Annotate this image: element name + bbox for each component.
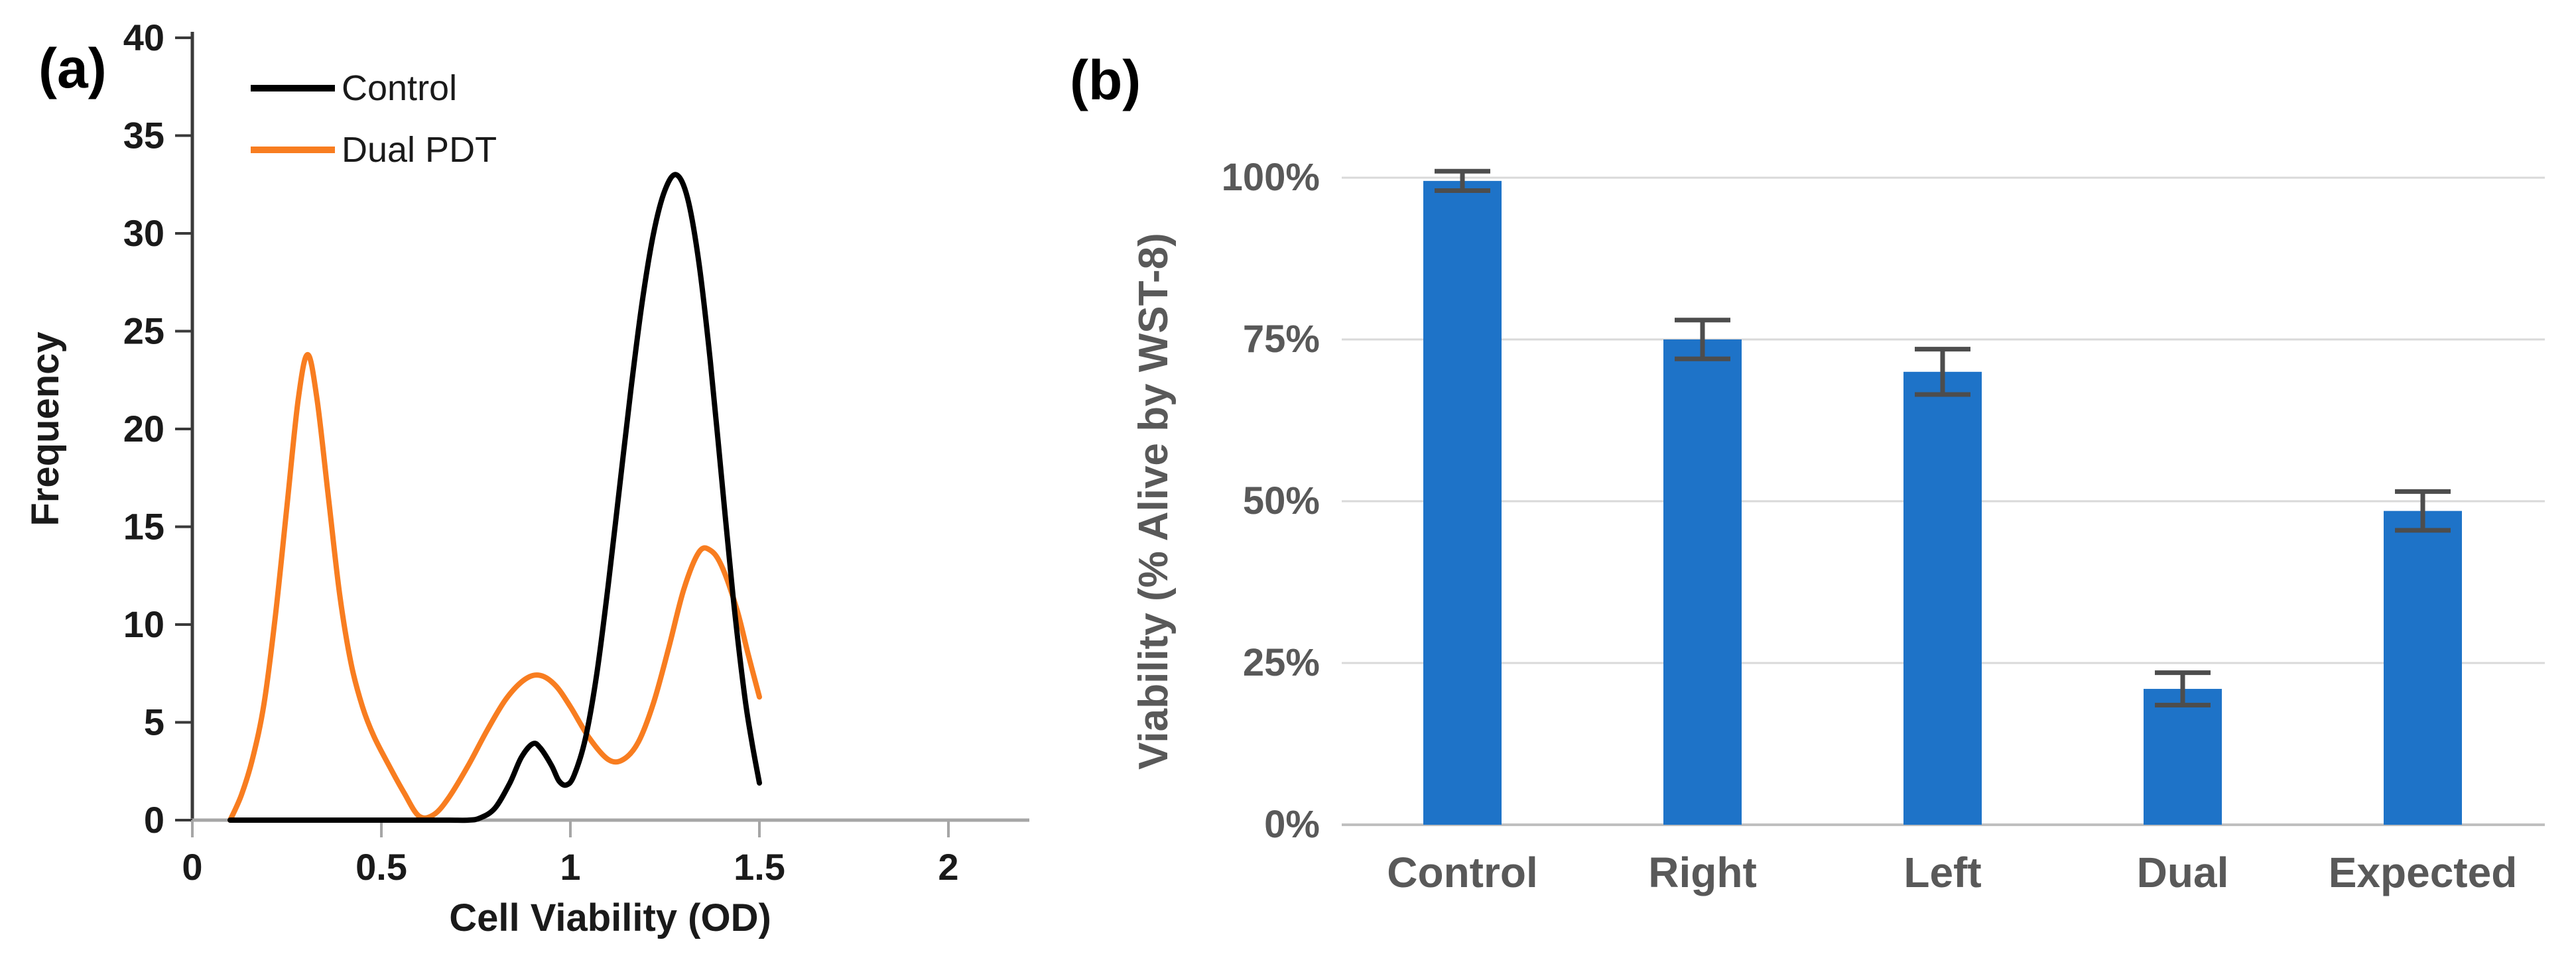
panel-a-y-axis-title: Frequency: [24, 331, 67, 526]
panel-b-labels: 0% 25% 50% 75% 100% Control Right Left Dual Expec…: [1222, 156, 2518, 896]
panel-b-y-tick-label: 50%: [1243, 479, 1320, 522]
panel-b-y-tick-label: 25%: [1243, 641, 1320, 684]
panel-b-category-label-right: Right: [1648, 849, 1757, 896]
panel-a-y-tick-label: 10: [123, 603, 164, 645]
panel-a-y-tick-label: 0: [144, 799, 164, 841]
bar-left: [1903, 371, 1982, 825]
panel-a-y-tick-label: 30: [123, 212, 164, 254]
panel-a-y-tick-label: 15: [123, 506, 164, 548]
legend-label-dual-pdt: Dual PDT: [342, 130, 497, 170]
panel-a-x-tick-label: 1.5: [734, 846, 785, 888]
panel-a-axes: 0 5 10 15 20 25 30 35 40 0 0.5 1 1.5 2: [123, 17, 1029, 888]
panel-a-y-tick-label: 35: [123, 115, 164, 156]
panel-a-y-tick-label: 5: [144, 701, 164, 743]
bar-right: [1663, 339, 1742, 825]
panel-b-y-axis-title: Viability (% Alive by WST-8): [1131, 233, 1177, 770]
panel-b-bars: [1423, 168, 2462, 825]
panel-a-legend: Control Dual PDT: [251, 68, 497, 170]
panel-a-y-tick-label: 20: [123, 408, 164, 450]
bar-expected: [2384, 511, 2462, 825]
panel-a-x-axis-title: Cell Viability (OD): [449, 896, 771, 939]
bar-dual: [2144, 689, 2222, 825]
panel-a-y-tick-label: 25: [123, 310, 164, 352]
panel-b-category-label-dual: Dual: [2137, 849, 2229, 896]
panel-a-label: (a): [38, 37, 107, 99]
panel-a: 0 5 10 15 20 25 30 35 40 0 0.5 1 1.5 2 Control Dual PD…: [24, 17, 1029, 939]
panel-b-category-label-expected: Expected: [2329, 849, 2518, 896]
panel-a-x-tick-label: 0: [182, 846, 202, 888]
panel-b-y-tick-label: 75%: [1243, 318, 1320, 361]
panel-b-label: (b): [1070, 49, 1141, 111]
series-line-dual-pdt: [227, 351, 762, 823]
panel-b-y-tick-label: 0%: [1264, 803, 1320, 846]
panel-a-curves: [227, 172, 762, 823]
panel-a-x-tick-label: 0.5: [355, 846, 407, 888]
panel-a-x-tick-label: 1: [560, 846, 580, 888]
legend-label-control: Control: [342, 68, 457, 108]
panel-a-x-tick-label: 2: [938, 846, 958, 888]
panel-b-category-label-left: Left: [1903, 849, 1981, 896]
bar-control: [1423, 180, 1502, 825]
panel-b-y-tick-label: 100%: [1222, 156, 1320, 199]
panel-b-category-label-control: Control: [1387, 849, 1538, 896]
panel-b: 0% 25% 50% 75% 100% Control Right Left Dual Expec…: [1070, 49, 2545, 896]
panel-a-y-tick-label: 40: [123, 17, 164, 58]
series-line-control: [227, 172, 762, 823]
